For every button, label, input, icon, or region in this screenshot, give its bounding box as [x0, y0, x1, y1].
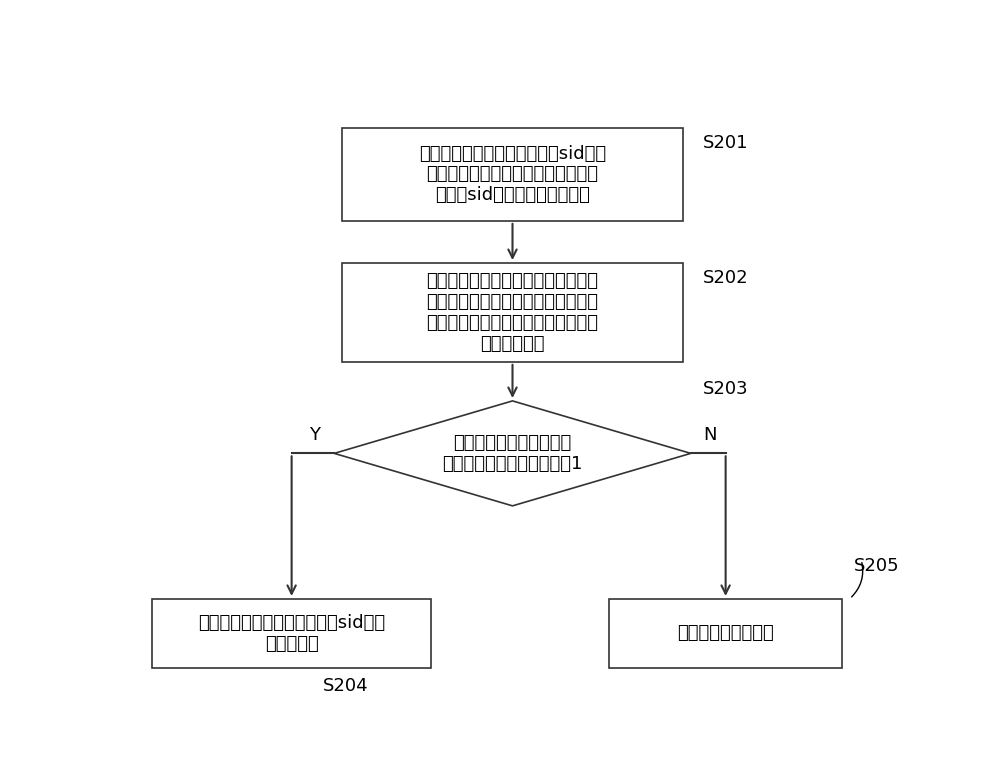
Text: S203: S203: [702, 380, 748, 398]
Text: S202: S202: [702, 269, 748, 287]
Text: N: N: [703, 426, 717, 444]
Text: 过滤位点存储的数据: 过滤位点存储的数据: [677, 624, 774, 643]
Polygon shape: [334, 401, 691, 506]
Bar: [342, 263, 683, 362]
Text: S205: S205: [854, 557, 899, 575]
Text: S201: S201: [702, 134, 748, 152]
Bar: [342, 128, 683, 221]
Bar: [609, 599, 842, 668]
Bar: [152, 599, 431, 668]
Text: 判断散列函数对应的内存
位矩阵中的位点是否标记为1: 判断散列函数对应的内存 位矩阵中的位点是否标记为1: [442, 434, 583, 473]
Text: S204: S204: [323, 677, 368, 695]
Text: 获取定时同步的全量直播间的sid，并
采用布隆过滤器的数据结构将全量直
播间的sid存储于内存位矩阵中: 获取定时同步的全量直播间的sid，并 采用布隆过滤器的数据结构将全量直 播间的s…: [419, 145, 606, 204]
Text: Y: Y: [309, 426, 320, 444]
Text: 确定位点存储的有效直播间的sid和入
场流水数据: 确定位点存储的有效直播间的sid和入 场流水数据: [198, 614, 385, 653]
Text: 获取定时同步的全量直播间的入场流
水数据，并采用布隆过滤器对入场流
水数据进行过滤，将过滤结果存储于
内存位矩阵中: 获取定时同步的全量直播间的入场流 水数据，并采用布隆过滤器对入场流 水数据进行过…: [426, 272, 598, 353]
